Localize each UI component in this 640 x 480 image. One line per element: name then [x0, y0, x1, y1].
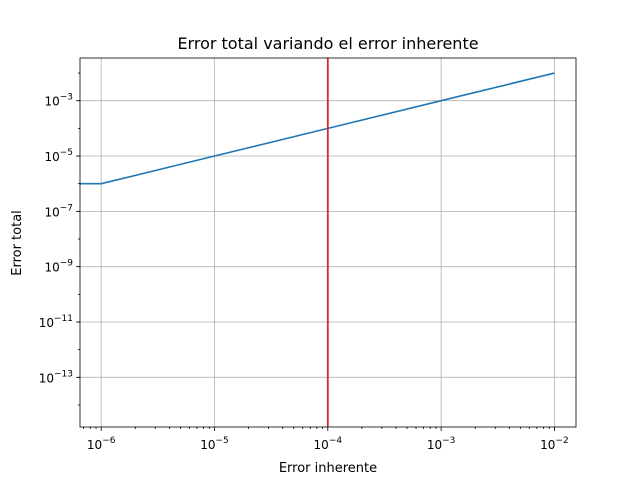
x-axis-ticks: 10−6 10−5 10−4 10−3 10−2 [87, 427, 569, 452]
y-tick-label: 10−7 [44, 203, 73, 219]
y-tick-label: 10−13 [39, 369, 73, 385]
minor-ticks [78, 72, 550, 429]
y-tick-label: 10−5 [44, 148, 73, 164]
chart-title: Error total variando el error inherente [177, 34, 478, 53]
x-tick-label: 10−3 [427, 436, 456, 452]
y-axis-label: Error total [10, 210, 25, 276]
y-tick-label: 10−11 [39, 314, 73, 330]
x-axis-label: Error inherente [279, 461, 377, 476]
x-tick-label: 10−2 [540, 436, 569, 452]
y-axis-ticks: 10−13 10−11 10−9 10−7 10−5 10−3 [39, 93, 80, 385]
x-tick-label: 10−6 [87, 436, 116, 452]
y-tick-label: 10−3 [44, 93, 73, 109]
x-tick-label: 10−4 [314, 436, 343, 452]
series-line [80, 72, 555, 185]
x-tick-label: 10−5 [200, 436, 229, 452]
series-layer [80, 58, 555, 427]
y-tick-label: 10−9 [44, 259, 73, 275]
